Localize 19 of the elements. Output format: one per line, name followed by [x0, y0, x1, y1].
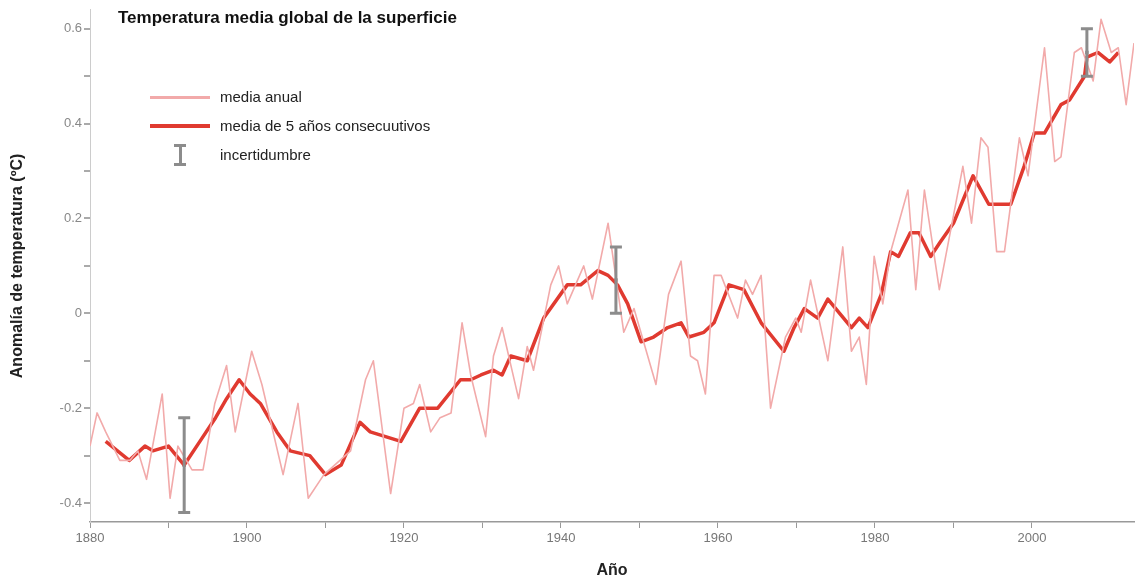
- y-tick-label: 0.4: [63, 115, 82, 131]
- x-tick-label: 1940: [546, 530, 576, 546]
- y-tick-label: 0: [74, 304, 82, 320]
- x-tick-label: 1880: [75, 530, 105, 546]
- chart-title: Temperatura media global de la superficie: [118, 8, 457, 28]
- y-tick-label: -0.2: [59, 399, 82, 415]
- x-tick-label: 1960: [703, 530, 733, 546]
- y-tick-label: 0.6: [63, 20, 82, 36]
- x-axis-title: Año: [596, 560, 628, 578]
- legend-label: media de 5 años consecuutivos: [220, 117, 431, 134]
- y-tick-label: 0.2: [63, 210, 82, 226]
- y-tick-label: -0.4: [59, 494, 82, 510]
- x-tick-label: 1900: [232, 530, 262, 546]
- x-tick-label: 1920: [389, 530, 419, 546]
- legend-label: media anual: [220, 88, 302, 105]
- x-tick-label: 2000: [1017, 530, 1047, 546]
- y-axis-title: Anomalía de temperatura (ºC): [8, 153, 26, 379]
- x-tick-label: 1980: [860, 530, 890, 546]
- legend-label: incertidumbre: [220, 146, 311, 163]
